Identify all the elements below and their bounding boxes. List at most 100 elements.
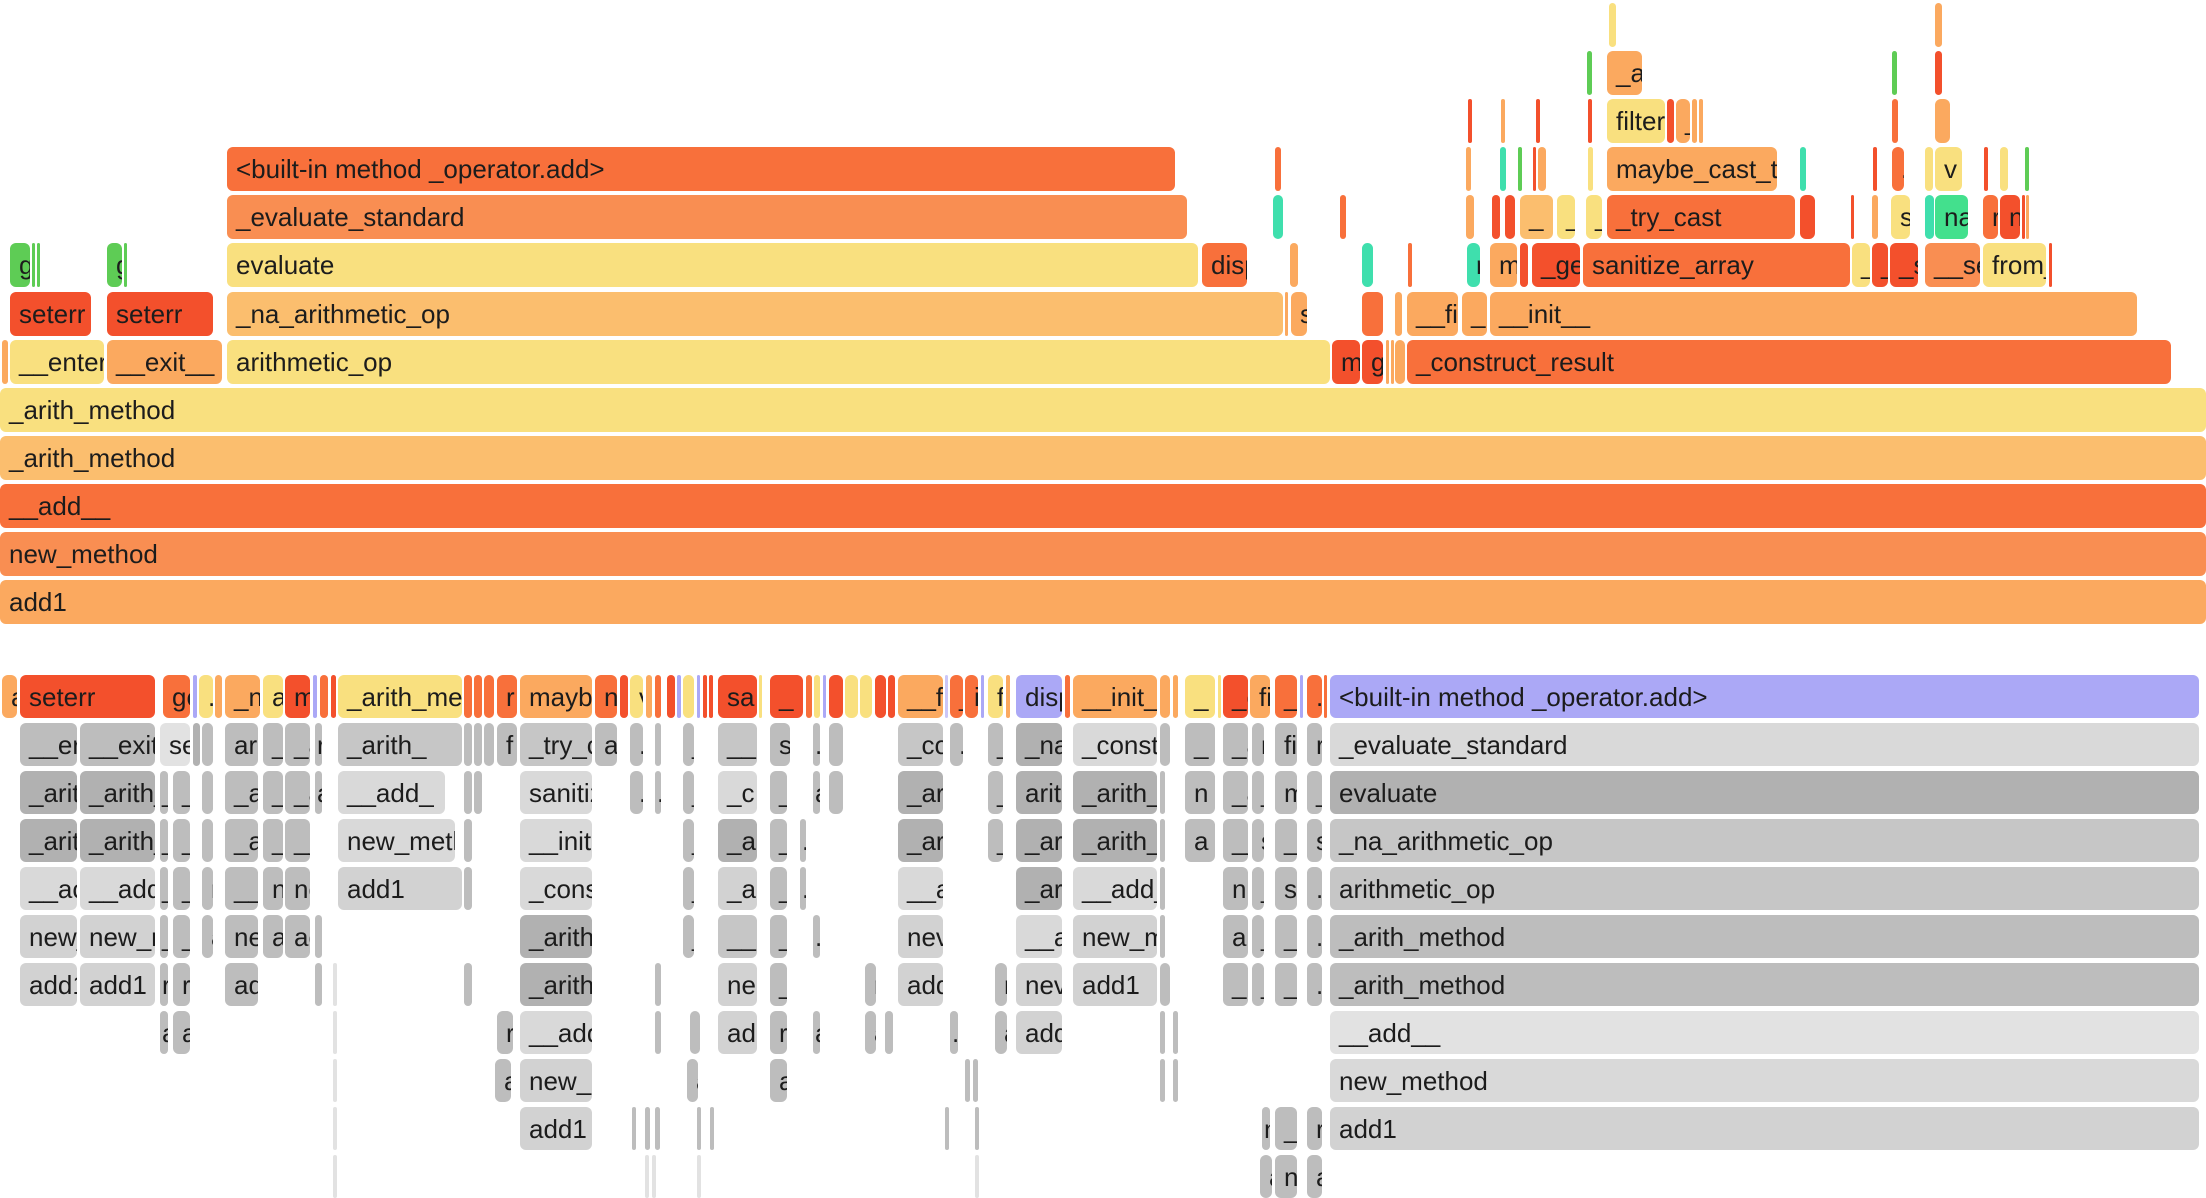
frame-bar[interactable]: a [770, 1059, 787, 1102]
frame-bar[interactable]: a [173, 1011, 190, 1054]
frame-bar[interactable]: r [160, 963, 168, 1006]
frame-bar[interactable] [1518, 147, 1522, 191]
frame-bar[interactable]: r [1307, 1107, 1322, 1150]
frame-bar[interactable] [1362, 243, 1373, 287]
frame-bar[interactable] [464, 723, 472, 766]
frame-bar[interactable]: _co [898, 723, 943, 766]
frame-bar[interactable]: __se [1925, 243, 1980, 287]
frame-bar[interactable] [759, 675, 762, 718]
frame-bar[interactable] [333, 1155, 337, 1198]
frame-bar[interactable]: n [1275, 1155, 1297, 1198]
frame-bar[interactable] [875, 675, 886, 718]
frame-bar[interactable]: _ar [898, 819, 943, 862]
frame-bar[interactable] [193, 723, 200, 766]
frame-bar[interactable]: add1 [0, 580, 2206, 624]
frame-bar[interactable]: __ [718, 723, 757, 766]
frame-bar[interactable] [2000, 147, 2008, 191]
frame-bar[interactable] [1273, 195, 1283, 239]
frame-bar[interactable] [1324, 675, 1327, 718]
frame-bar[interactable]: nev [1016, 963, 1062, 1006]
frame-bar[interactable]: r [497, 675, 517, 718]
frame-bar[interactable]: _const [1073, 723, 1157, 766]
frame-bar[interactable] [484, 675, 494, 718]
frame-bar[interactable]: _ [683, 867, 694, 910]
frame-bar[interactable]: _ [1872, 243, 1888, 287]
frame-bar[interactable]: _ [683, 723, 694, 766]
frame-bar[interactable]: _arith_me [338, 675, 462, 718]
frame-bar[interactable] [1609, 3, 1616, 47]
frame-bar[interactable] [464, 771, 472, 814]
frame-bar[interactable]: . [202, 771, 213, 814]
frame-bar[interactable]: _ [263, 771, 283, 814]
frame-bar[interactable]: _ [263, 819, 283, 862]
frame-bar[interactable]: _c [718, 771, 757, 814]
frame-bar[interactable]: _try_cast [1607, 195, 1795, 239]
frame-bar[interactable]: m [285, 675, 310, 718]
frame-bar[interactable]: i [965, 675, 978, 718]
frame-bar[interactable]: __fi [1407, 292, 1458, 336]
frame-bar[interactable] [655, 1011, 661, 1054]
frame-bar[interactable] [1892, 51, 1897, 95]
frame-bar[interactable]: _ [1252, 867, 1264, 910]
frame-bar[interactable] [697, 1107, 701, 1150]
frame-bar[interactable]: n [1185, 771, 1215, 814]
frame-bar[interactable]: _arith_ [1073, 819, 1157, 862]
frame-bar[interactable]: _a [1223, 723, 1248, 766]
frame-bar[interactable]: new_method [0, 532, 2206, 576]
frame-bar[interactable] [975, 1107, 979, 1150]
frame-bar[interactable]: __f [898, 675, 943, 718]
frame-bar[interactable]: . [1395, 340, 1405, 384]
frame-bar[interactable]: n [995, 963, 1007, 1006]
frame-bar[interactable]: _ge [1532, 243, 1580, 287]
frame-bar[interactable]: r [1983, 195, 1998, 239]
frame-bar[interactable]: a [202, 915, 213, 958]
frame-bar[interactable] [1851, 195, 1854, 239]
frame-bar[interactable]: _ [1275, 675, 1297, 718]
frame-bar[interactable]: _ [1185, 675, 1215, 718]
frame-bar[interactable] [464, 963, 472, 1006]
frame-bar[interactable]: _ar [898, 771, 943, 814]
frame-bar[interactable]: _ [683, 819, 694, 862]
frame-bar[interactable] [1468, 99, 1472, 143]
frame-bar[interactable]: r [315, 723, 322, 766]
frame-bar[interactable] [645, 1107, 650, 1150]
frame-bar[interactable]: __add__ [1330, 1011, 2199, 1054]
frame-bar[interactable] [1692, 99, 1697, 143]
frame-bar[interactable] [1588, 147, 1593, 191]
frame-bar[interactable] [2022, 195, 2025, 239]
frame-bar[interactable]: _arith_ [338, 723, 462, 766]
frame-bar[interactable] [193, 675, 197, 718]
frame-bar[interactable]: f [988, 675, 1003, 718]
frame-bar[interactable]: disp [1016, 675, 1062, 718]
frame-bar[interactable]: _arit [20, 819, 77, 862]
frame-bar[interactable]: _ [1462, 292, 1487, 336]
frame-bar[interactable]: __ [718, 915, 757, 958]
frame-bar[interactable] [215, 675, 222, 718]
frame-bar[interactable]: r [1467, 243, 1480, 287]
frame-bar[interactable] [1391, 340, 1394, 384]
frame-bar[interactable]: add1 [520, 1107, 592, 1150]
frame-bar[interactable]: _ [770, 867, 787, 910]
frame-bar[interactable] [464, 819, 472, 862]
frame-bar[interactable] [1925, 195, 1934, 239]
frame-bar[interactable]: __add [80, 867, 155, 910]
frame-bar[interactable]: __add__ [0, 484, 2206, 528]
frame-bar[interactable]: n [595, 675, 617, 718]
frame-bar[interactable]: m [1490, 243, 1517, 287]
frame-bar[interactable]: _a [718, 867, 757, 910]
frame-bar[interactable]: . [813, 723, 820, 766]
frame-bar[interactable]: _arith_method [0, 388, 2206, 432]
frame-bar[interactable] [474, 675, 482, 718]
frame-bar[interactable] [1160, 1011, 1165, 1054]
frame-bar[interactable]: _ [1852, 243, 1870, 287]
frame-bar[interactable]: _ [683, 771, 694, 814]
frame-bar[interactable]: s [1891, 195, 1910, 239]
frame-bar[interactable] [1006, 675, 1010, 718]
frame-bar[interactable]: __add [520, 1011, 592, 1054]
frame-bar[interactable]: _ [160, 819, 168, 862]
frame-bar[interactable]: __ [1223, 819, 1248, 862]
frame-bar[interactable]: filter [1607, 99, 1665, 143]
frame-bar[interactable]: a [995, 1011, 1007, 1054]
frame-bar[interactable]: . [1160, 723, 1170, 766]
frame-bar[interactable] [315, 963, 322, 1006]
